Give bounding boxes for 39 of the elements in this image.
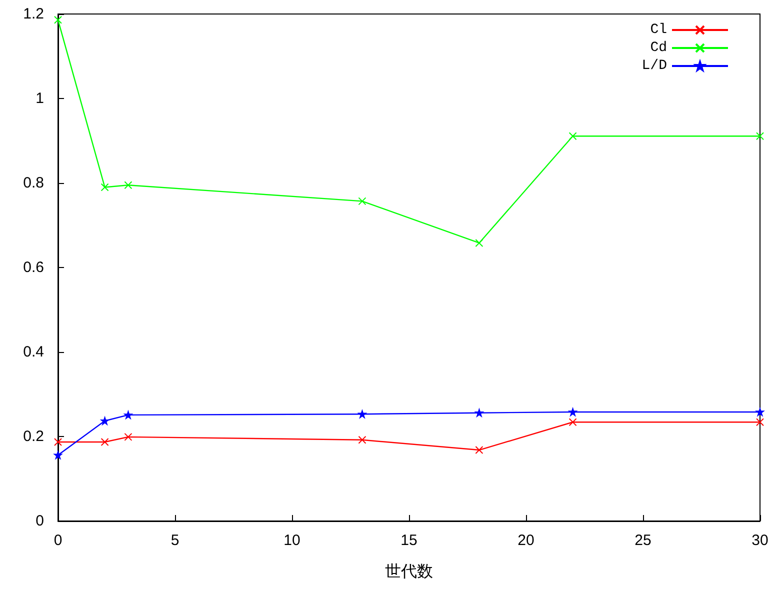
y-tick-label: 1.2 xyxy=(23,6,44,22)
point xyxy=(54,16,62,24)
x-tick-label: 20 xyxy=(518,532,534,549)
point xyxy=(358,197,366,206)
x-axis-title: 世代数 xyxy=(385,562,433,580)
y-tick-label: 1 xyxy=(36,90,44,107)
legend-label: Cl xyxy=(650,22,667,38)
point xyxy=(100,416,109,425)
point xyxy=(54,451,62,460)
point xyxy=(568,408,577,416)
y-tick-label: 0 xyxy=(36,512,44,530)
y-tick-label: 0.8 xyxy=(23,174,44,192)
point xyxy=(475,446,484,454)
y-tick-label: 0.2 xyxy=(23,428,44,445)
x-tick-label: 0 xyxy=(54,532,62,549)
point xyxy=(475,238,484,247)
y-tick-label: 0.6 xyxy=(23,259,44,276)
point xyxy=(358,436,366,444)
point xyxy=(568,418,577,426)
point xyxy=(756,418,764,426)
point xyxy=(124,181,132,190)
y-tick-label: 0.4 xyxy=(23,344,44,360)
x-tick-label: 5 xyxy=(170,532,180,549)
point xyxy=(358,410,366,418)
x-tick-label: 30 xyxy=(752,532,768,549)
point xyxy=(475,408,484,417)
point xyxy=(100,438,109,446)
point xyxy=(756,132,764,140)
legend-label: Cd xyxy=(650,40,667,56)
point xyxy=(124,432,132,441)
point xyxy=(568,132,577,140)
point xyxy=(54,438,62,446)
point xyxy=(124,410,132,419)
point xyxy=(100,183,109,192)
legend-label: L/D xyxy=(642,58,667,74)
point xyxy=(756,408,764,416)
x-tick-label: 10 xyxy=(284,532,300,549)
x-tick-label: 15 xyxy=(400,532,418,549)
x-tick-label: 25 xyxy=(634,532,652,549)
